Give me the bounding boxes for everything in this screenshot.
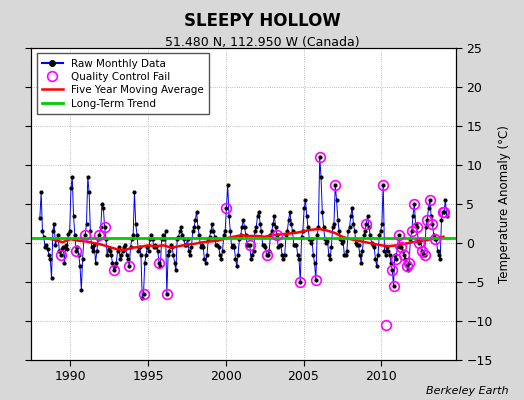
Text: Berkeley Earth: Berkeley Earth: [426, 386, 508, 396]
Y-axis label: Temperature Anomaly (°C): Temperature Anomaly (°C): [498, 125, 511, 283]
Legend: Raw Monthly Data, Quality Control Fail, Five Year Moving Average, Long-Term Tren: Raw Monthly Data, Quality Control Fail, …: [37, 53, 209, 114]
Text: 51.480 N, 112.950 W (Canada): 51.480 N, 112.950 W (Canada): [165, 36, 359, 49]
Text: SLEEPY HOLLOW: SLEEPY HOLLOW: [183, 12, 341, 30]
